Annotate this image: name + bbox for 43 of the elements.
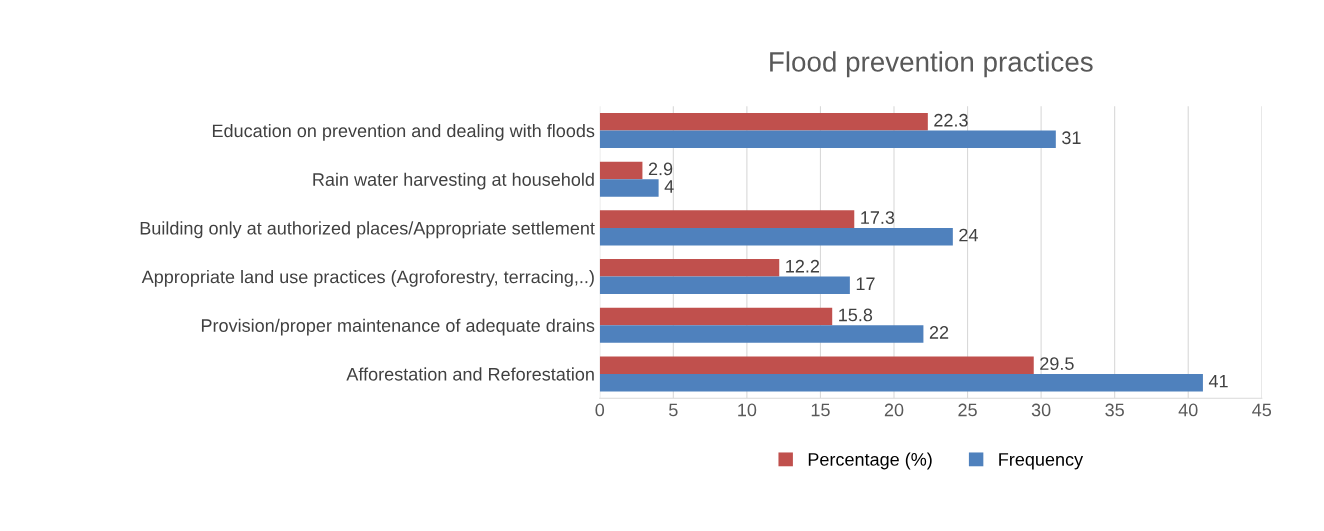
data-label: 12.2 — [786, 259, 820, 273]
x-tick-label: 20 — [884, 403, 904, 417]
legend-label: Percentage (%) — [808, 452, 932, 470]
y-tick-label: Provision/proper maintenance of adequate drains — [201, 318, 595, 336]
y-tick-label: Appropriate land use practices (Agroforestry, terracing,..) — [141, 270, 594, 287]
data-label: 29.5 — [1040, 357, 1074, 370]
y-tick-label: Afforestation and Reforestation — [346, 367, 594, 381]
bar — [599, 276, 850, 295]
x-tick-label: 45 — [1252, 403, 1272, 417]
x-tick-label: 10 — [738, 403, 757, 417]
x-tick-label: 30 — [1031, 403, 1051, 417]
data-label: 17.3 — [861, 211, 895, 224]
data-label: 2.9 — [648, 162, 673, 176]
data-label: 17 — [856, 277, 875, 290]
x-tick-label: 25 — [958, 403, 977, 417]
x-tick-label: 15 — [811, 403, 830, 417]
data-label: 41 — [1208, 374, 1228, 388]
bar — [599, 307, 833, 326]
bar — [599, 113, 928, 131]
x-tick-label: 40 — [1178, 403, 1198, 417]
y-tick-label: Education on prevention and dealing with floods — [212, 124, 595, 141]
x-tick-label: 5 — [669, 403, 678, 417]
bar — [599, 356, 1034, 374]
data-label: 22 — [929, 326, 949, 339]
bar — [599, 325, 924, 343]
chart-title: Flood prevention practices — [770, 51, 1093, 78]
x-tick-label: 35 — [1105, 403, 1124, 417]
bar — [599, 227, 953, 246]
legend-label: Frequency — [999, 453, 1084, 470]
data-label: 4 — [664, 180, 674, 193]
bar — [599, 373, 1203, 392]
bar — [599, 259, 780, 277]
data-label: 24 — [959, 228, 978, 242]
bar — [599, 210, 855, 228]
data-label: 15.8 — [839, 308, 873, 322]
y-tick-label: Rain water harvesting at household — [313, 172, 594, 190]
bar — [599, 130, 1056, 149]
y-tick-label: Building only at authorized places/Appropriate settlement — [140, 221, 595, 239]
data-label: 22.3 — [934, 113, 968, 127]
bar — [599, 179, 659, 197]
data-label: 31 — [1062, 131, 1081, 145]
x-tick-label: 0 — [595, 403, 605, 417]
bar — [599, 161, 643, 180]
